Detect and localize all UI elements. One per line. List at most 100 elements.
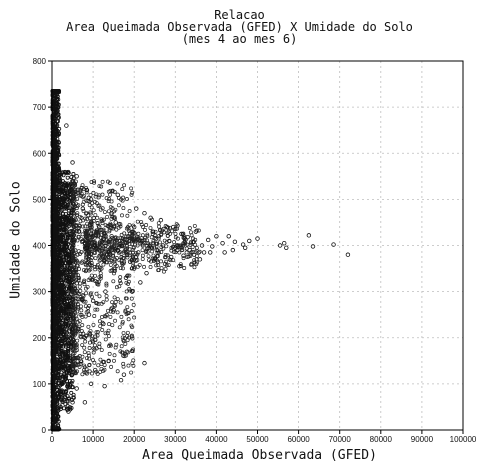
- grid-layer: [52, 61, 463, 430]
- data-point: [121, 338, 126, 343]
- data-point: [70, 292, 75, 297]
- data-point: [98, 369, 103, 374]
- data-point: [284, 245, 289, 251]
- data-point: [87, 346, 92, 350]
- data-point: [83, 224, 88, 229]
- data-point: [100, 179, 105, 184]
- data-point: [99, 362, 104, 367]
- data-point: [61, 199, 66, 204]
- data-point: [72, 279, 77, 284]
- data-point: [50, 296, 55, 301]
- data-point: [101, 236, 106, 241]
- data-point: [57, 389, 62, 394]
- y-tick-label: 600: [33, 149, 47, 158]
- data-point: [95, 330, 100, 335]
- data-point: [64, 302, 69, 307]
- data-point: [197, 249, 202, 254]
- data-point: [92, 250, 97, 255]
- data-point: [57, 88, 62, 93]
- data-point: [82, 363, 87, 368]
- data-point: [172, 240, 176, 245]
- data-point: [76, 203, 81, 208]
- data-point: [121, 364, 126, 369]
- data-point: [92, 243, 98, 248]
- data-point: [109, 211, 114, 216]
- data-point: [122, 183, 127, 188]
- data-point: [53, 363, 58, 368]
- data-point: [158, 217, 164, 223]
- data-point: [131, 358, 136, 363]
- data-point: [159, 266, 164, 271]
- data-point: [50, 195, 55, 200]
- data-point: [66, 348, 71, 353]
- data-point: [87, 340, 92, 345]
- data-point: [50, 331, 55, 336]
- data-point: [143, 235, 148, 240]
- data-point: [122, 237, 127, 242]
- data-point: [136, 231, 141, 236]
- data-point: [101, 228, 106, 233]
- data-point: [57, 197, 62, 202]
- data-point: [54, 337, 59, 342]
- data-point: [59, 380, 64, 385]
- data-point: [108, 314, 113, 319]
- data-point: [125, 238, 130, 243]
- data-point: [76, 326, 81, 331]
- data-point: [95, 264, 99, 269]
- data-point: [54, 328, 59, 333]
- data-point: [90, 298, 96, 304]
- data-point: [75, 263, 80, 268]
- data-point: [50, 246, 55, 251]
- data-point: [50, 326, 55, 331]
- data-point: [70, 218, 75, 223]
- data-point: [94, 291, 99, 296]
- data-point: [157, 224, 161, 229]
- data-point: [91, 350, 96, 355]
- data-point: [63, 191, 68, 196]
- data-point: [84, 235, 89, 240]
- data-point: [97, 184, 102, 188]
- data-point: [176, 243, 180, 248]
- data-point: [166, 238, 172, 244]
- data-point: [193, 229, 199, 234]
- data-point: [222, 250, 227, 255]
- data-point: [69, 285, 74, 290]
- data-point: [62, 340, 67, 345]
- data-point: [84, 268, 89, 273]
- data-point: [99, 348, 104, 352]
- data-point: [130, 325, 135, 330]
- data-point: [127, 209, 132, 214]
- data-points: [64, 123, 351, 414]
- data-point: [150, 249, 154, 254]
- data-point: [208, 250, 213, 255]
- data-point: [52, 376, 57, 381]
- data-point: [70, 195, 75, 200]
- data-point: [71, 317, 76, 322]
- data-point: [84, 367, 89, 372]
- data-point: [72, 323, 77, 328]
- data-point: [125, 311, 130, 316]
- x-tick-label: 60000: [287, 435, 310, 444]
- data-point: [130, 288, 135, 293]
- data-point: [130, 190, 135, 195]
- data-point: [164, 244, 169, 249]
- data-point: [81, 199, 86, 204]
- data-point: [97, 294, 102, 299]
- data-point: [113, 220, 118, 225]
- data-point: [96, 363, 101, 368]
- data-point: [56, 375, 61, 380]
- data-point: [152, 256, 157, 261]
- data-point: [80, 372, 85, 377]
- data-point: [66, 170, 71, 175]
- data-point: [104, 196, 109, 201]
- data-point: [73, 296, 78, 301]
- data-point: [162, 238, 167, 243]
- data-point: [70, 228, 75, 233]
- data-point: [66, 322, 71, 327]
- data-point: [69, 340, 74, 345]
- data-point: [122, 231, 127, 236]
- data-point: [71, 366, 76, 371]
- data-point: [72, 369, 77, 374]
- data-point: [78, 189, 83, 194]
- data-point: [114, 342, 119, 347]
